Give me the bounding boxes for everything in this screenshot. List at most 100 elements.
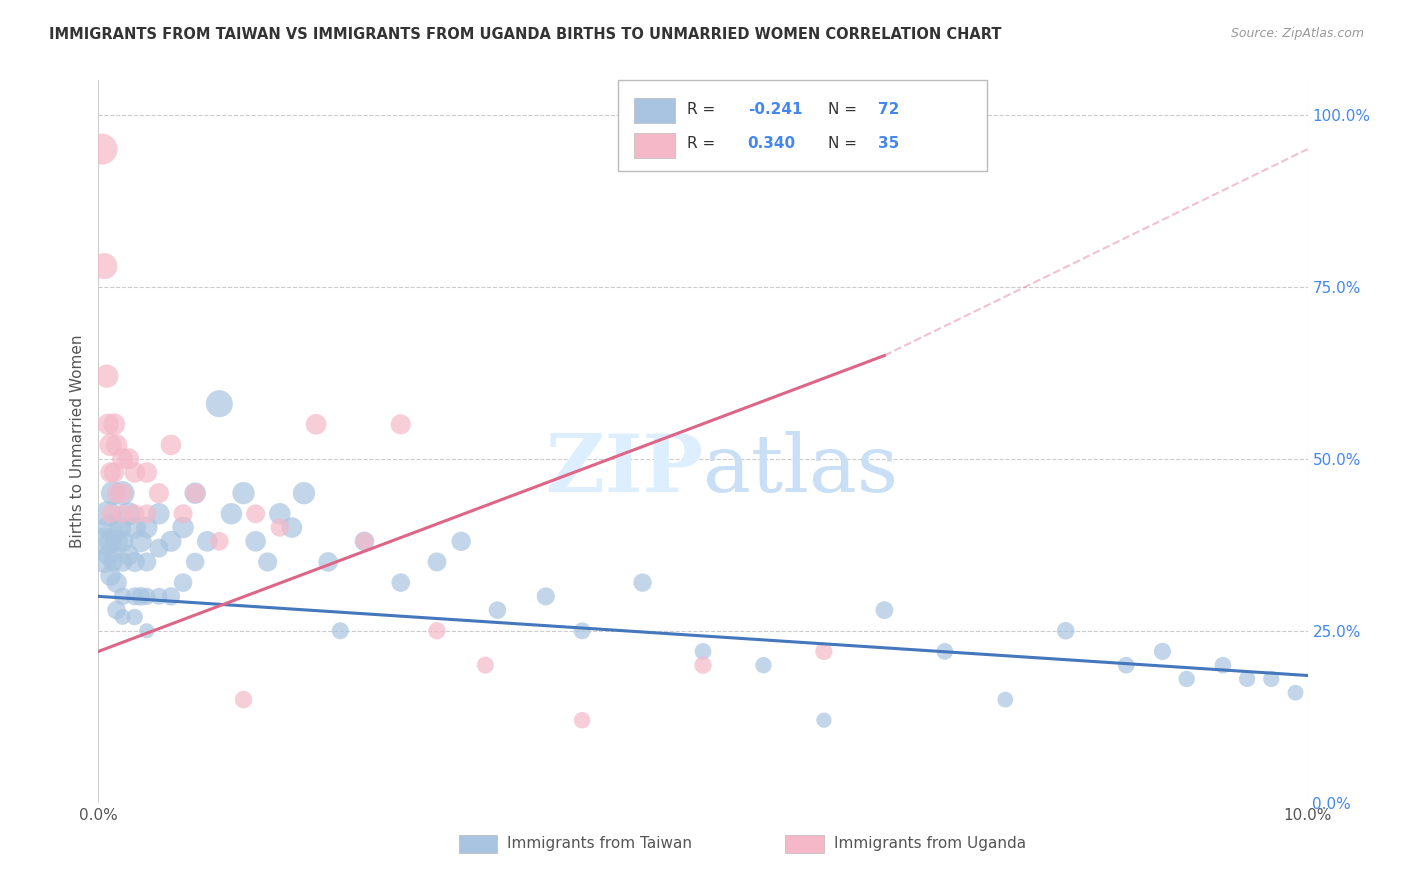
Point [148,507,170,521]
Point [101,486,124,500]
Text: -0.241: -0.241 [748,103,803,118]
Point [692,644,714,658]
Point [105,603,128,617]
Point [934,644,956,658]
Point [353,534,375,549]
Point [1284,686,1306,700]
Point [111,486,134,500]
Point [208,534,231,549]
Text: R =: R = [688,136,716,152]
Text: IMMIGRANTS FROM TAIWAN VS IMMIGRANTS FROM UGANDA BIRTHS TO UNMARRIED WOMEN CORRE: IMMIGRANTS FROM TAIWAN VS IMMIGRANTS FRO… [49,27,1001,42]
Point [281,520,304,534]
Point [108,520,131,534]
Point [118,451,141,466]
Point [245,507,267,521]
Point [184,486,207,500]
Point [97,417,120,432]
Point [305,417,328,432]
Text: ZIP: ZIP [546,432,703,509]
Point [208,397,231,411]
Point [221,507,243,521]
Point [135,507,157,521]
Point [631,575,654,590]
Point [232,692,254,706]
Point [245,534,267,549]
Point [172,507,194,521]
Y-axis label: Births to Unmarried Women: Births to Unmarried Women [70,334,86,549]
Point [124,555,146,569]
Point [994,692,1017,706]
Point [1260,672,1282,686]
Point [93,259,115,273]
Point [100,534,122,549]
Text: 72: 72 [879,103,900,118]
Point [160,590,183,604]
Point [97,507,120,521]
Point [91,142,114,156]
Point [269,507,291,521]
Point [124,466,146,480]
Point [148,590,170,604]
Point [135,590,157,604]
Point [96,369,118,384]
FancyBboxPatch shape [785,835,824,854]
Point [124,520,146,534]
Point [97,548,120,562]
Point [93,555,115,569]
Point [873,603,896,617]
Point [256,555,278,569]
Point [100,568,122,582]
Point [353,534,375,549]
Point [105,486,128,500]
Point [118,507,141,521]
Point [129,590,152,604]
Point [124,507,146,521]
Text: Immigrants from Taiwan: Immigrants from Taiwan [508,836,692,851]
Point [100,466,122,480]
Point [100,520,122,534]
Point [571,624,593,638]
Text: atlas: atlas [703,432,898,509]
Point [111,451,134,466]
Point [101,555,124,569]
Point [111,555,134,569]
Text: 35: 35 [879,136,900,152]
Point [692,658,714,673]
Text: Immigrants from Uganda: Immigrants from Uganda [834,836,1026,851]
Point [111,534,134,549]
Text: R =: R = [688,103,716,118]
Point [486,603,509,617]
Point [813,713,835,727]
Point [111,610,134,624]
Point [389,417,412,432]
Point [1175,672,1198,686]
Point [103,466,125,480]
Point [534,590,557,604]
Point [111,486,134,500]
Point [172,575,194,590]
Point [93,534,115,549]
Point [135,520,157,534]
Point [118,548,141,562]
Point [160,438,183,452]
Point [184,555,207,569]
Point [148,541,170,556]
FancyBboxPatch shape [619,80,987,170]
Point [100,438,122,452]
Point [195,534,218,549]
Point [571,713,593,727]
Point [269,520,291,534]
Point [426,555,449,569]
Point [329,624,352,638]
Point [124,610,146,624]
Point [813,644,835,658]
Point [1054,624,1077,638]
Point [184,486,207,500]
Point [316,555,339,569]
Point [292,486,315,500]
Point [105,575,128,590]
FancyBboxPatch shape [634,133,675,158]
Text: 0.340: 0.340 [748,136,796,152]
Text: Source: ZipAtlas.com: Source: ZipAtlas.com [1230,27,1364,40]
Point [129,534,152,549]
